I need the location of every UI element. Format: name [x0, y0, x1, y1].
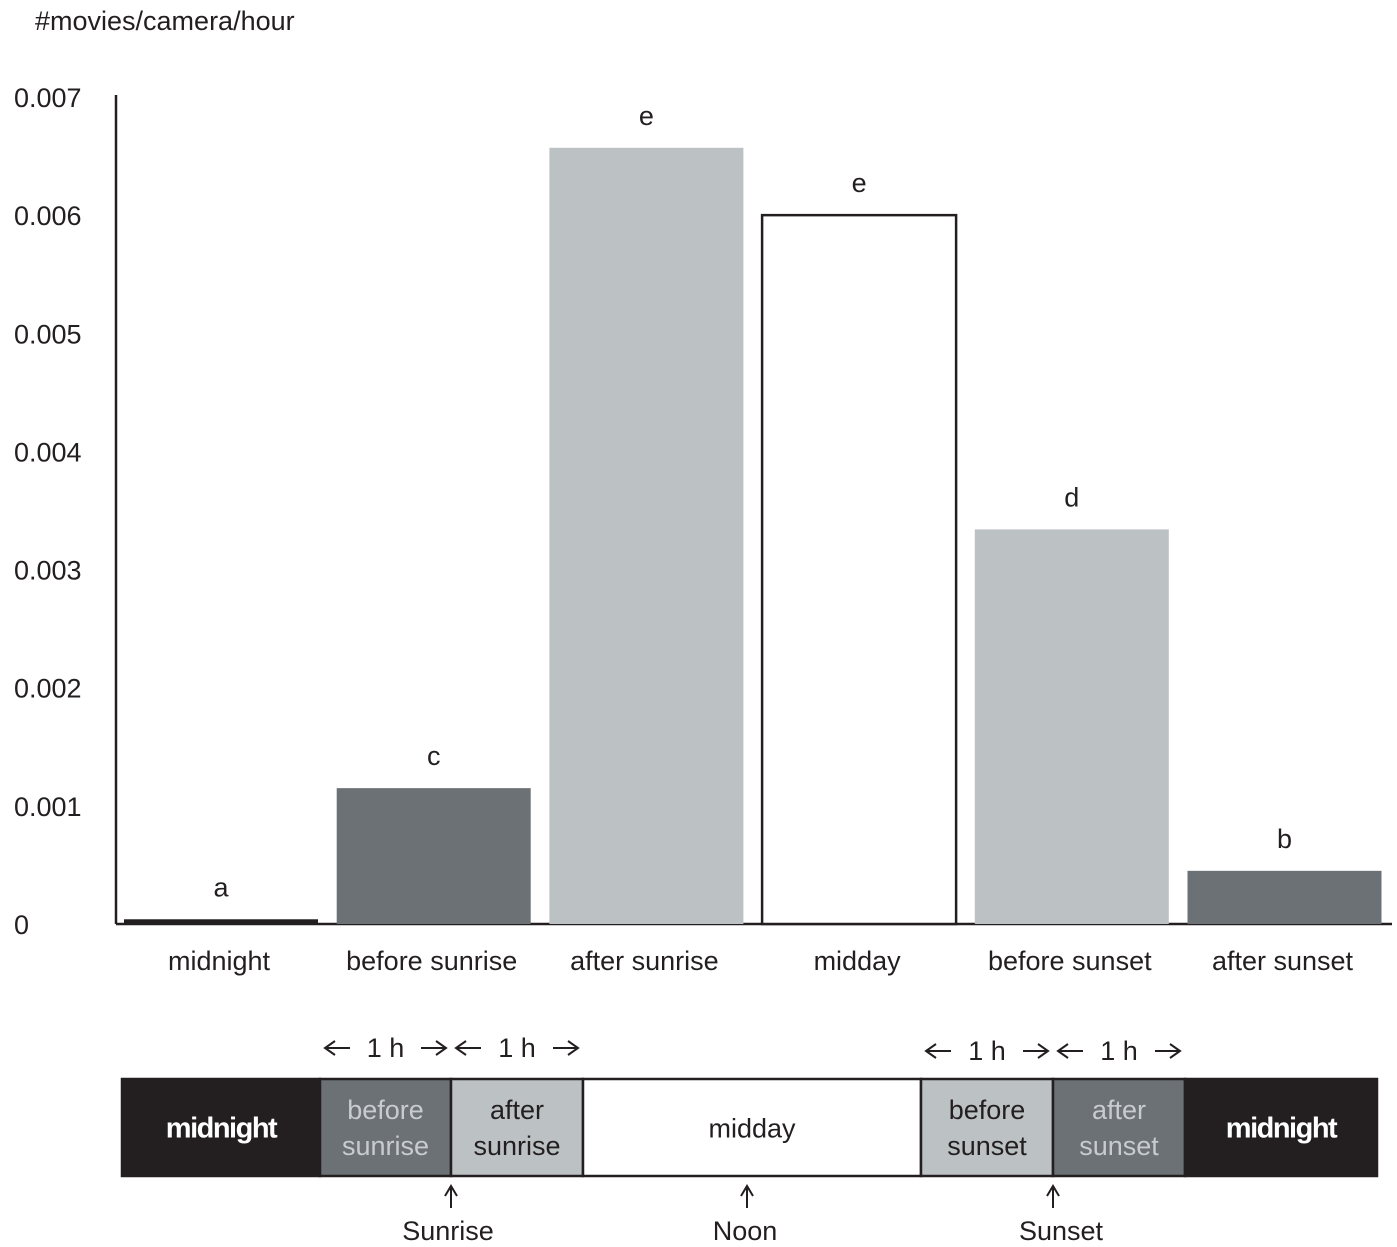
timeline-segment-label: after	[490, 1095, 544, 1125]
bar-before-sunrise	[336, 788, 531, 924]
timeline-segment	[1051, 1077, 1187, 1178]
significance-letter: d	[1064, 482, 1079, 512]
x-tick-label: midnight	[168, 946, 271, 976]
timeline-segment	[581, 1077, 923, 1178]
timeline-segment-label: midday	[708, 1114, 796, 1144]
left-arrow-icon	[924, 1043, 951, 1059]
up-arrow-icon	[444, 1184, 458, 1208]
timeline-segment-label: after	[1092, 1095, 1146, 1125]
timeline-segment	[449, 1077, 585, 1178]
timeline-segment-label: before	[347, 1095, 424, 1125]
timeline-segment	[120, 1077, 322, 1178]
x-tick-label: before sunset	[988, 946, 1152, 976]
bar-midnight	[124, 919, 318, 924]
x-tick-label: after sunrise	[570, 946, 719, 976]
event-label: Noon	[713, 1216, 778, 1246]
significance-letter: b	[1277, 824, 1292, 854]
right-arrow-icon	[553, 1040, 580, 1056]
timeline-segment-label: midnight	[1226, 1113, 1338, 1145]
x-tick-label: midday	[814, 946, 902, 976]
timeline-segment	[919, 1077, 1055, 1178]
timeline-segment-label: before	[949, 1095, 1026, 1125]
x-tick-label: before sunrise	[346, 946, 517, 976]
timeline-segment	[318, 1077, 453, 1178]
duration-label: 1 h	[367, 1033, 405, 1063]
significance-letter: e	[639, 101, 654, 131]
left-arrow-icon	[1056, 1043, 1083, 1059]
y-tick-label: 0.002	[14, 674, 82, 704]
x-tick-label: after sunset	[1212, 946, 1354, 976]
y-tick-label: 0.003	[14, 556, 82, 586]
left-arrow-icon	[323, 1040, 350, 1056]
timeline-segment-label: sunrise	[342, 1131, 429, 1161]
up-arrow-icon	[1046, 1184, 1060, 1208]
duration-label: 1 h	[1100, 1036, 1138, 1066]
y-tick-label: 0.005	[14, 319, 82, 349]
right-arrow-icon	[1023, 1043, 1050, 1059]
y-axis-label: #movies/camera/hour	[35, 6, 295, 36]
significance-letter: c	[427, 741, 441, 771]
bar-before-sunset	[974, 529, 1169, 924]
timeline-segment-label: sunset	[947, 1131, 1027, 1161]
duration-label: 1 h	[968, 1036, 1006, 1066]
timeline-segment	[1183, 1077, 1379, 1178]
timeline-segment-label: sunset	[1079, 1131, 1159, 1161]
event-label: Sunrise	[402, 1216, 494, 1246]
timeline-segment-label: sunrise	[473, 1131, 560, 1161]
event-label: Sunset	[1019, 1216, 1104, 1246]
up-arrow-icon	[740, 1184, 754, 1208]
y-tick-label: 0.001	[14, 792, 82, 822]
significance-letter: a	[213, 872, 229, 902]
right-arrow-icon	[1155, 1043, 1182, 1059]
plot-area: 0 0.001 0.002 0.003 0.004 0.005 0.006 0.007 a mid…	[14, 83, 1392, 976]
y-tick-label: 0	[14, 910, 29, 940]
timeline-segment-label: midnight	[166, 1113, 278, 1145]
y-tick-label: 0.006	[14, 201, 82, 231]
duration-label: 1 h	[498, 1033, 536, 1063]
significance-letter: e	[852, 168, 867, 198]
y-tick-label: 0.004	[14, 437, 82, 467]
day-timeline-diagram: midnight before sunrise after sunrise midday b…	[120, 1033, 1379, 1246]
y-tick-label: 0.007	[14, 83, 82, 113]
left-arrow-icon	[454, 1040, 481, 1056]
bar-midday	[760, 213, 958, 926]
bar-after-sunset	[1187, 870, 1382, 924]
bar-after-sunrise	[549, 147, 744, 925]
right-arrow-icon	[421, 1040, 448, 1056]
